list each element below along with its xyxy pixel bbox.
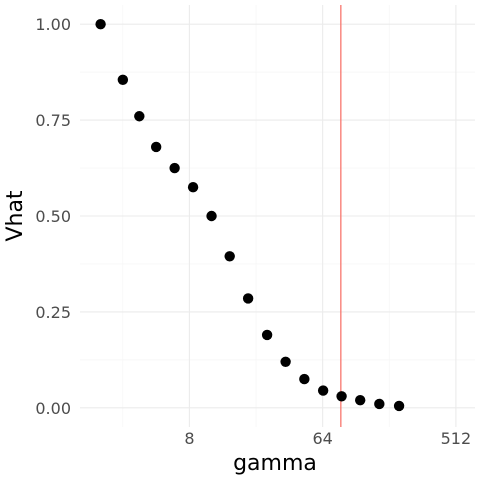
y-tick-labels: 0.00 0.25 0.50 0.75 1.00 bbox=[35, 15, 71, 418]
data-point bbox=[206, 210, 217, 222]
data-point bbox=[261, 329, 273, 341]
x-tick-labels: 8 64 512 bbox=[184, 429, 471, 448]
data-point bbox=[393, 400, 405, 412]
x-tick-label: 64 bbox=[312, 429, 332, 448]
data-points bbox=[95, 18, 405, 412]
y-axis-title: Vhat bbox=[3, 190, 28, 241]
data-point bbox=[374, 398, 385, 410]
data-point bbox=[317, 385, 329, 396]
y-tick-label: 0.50 bbox=[35, 207, 71, 226]
major-gridlines bbox=[80, 5, 475, 427]
data-point bbox=[299, 373, 310, 385]
data-point bbox=[95, 18, 106, 30]
x-tick-label: 512 bbox=[441, 429, 472, 448]
y-tick-label: 0.00 bbox=[35, 399, 71, 418]
data-point bbox=[224, 251, 235, 262]
data-point bbox=[169, 162, 180, 174]
y-tick-label: 1.00 bbox=[35, 15, 71, 34]
data-point bbox=[150, 141, 162, 153]
data-point bbox=[134, 111, 145, 122]
y-tick-label: 0.25 bbox=[35, 303, 71, 322]
data-point bbox=[117, 74, 129, 86]
data-point bbox=[242, 293, 254, 304]
x-axis-title: gamma bbox=[233, 451, 317, 476]
y-tick-label: 0.75 bbox=[35, 111, 71, 130]
data-point bbox=[355, 394, 366, 406]
x-tick-label: 8 bbox=[184, 429, 194, 448]
data-point bbox=[280, 356, 291, 367]
data-point bbox=[187, 182, 199, 193]
data-point bbox=[336, 391, 347, 402]
